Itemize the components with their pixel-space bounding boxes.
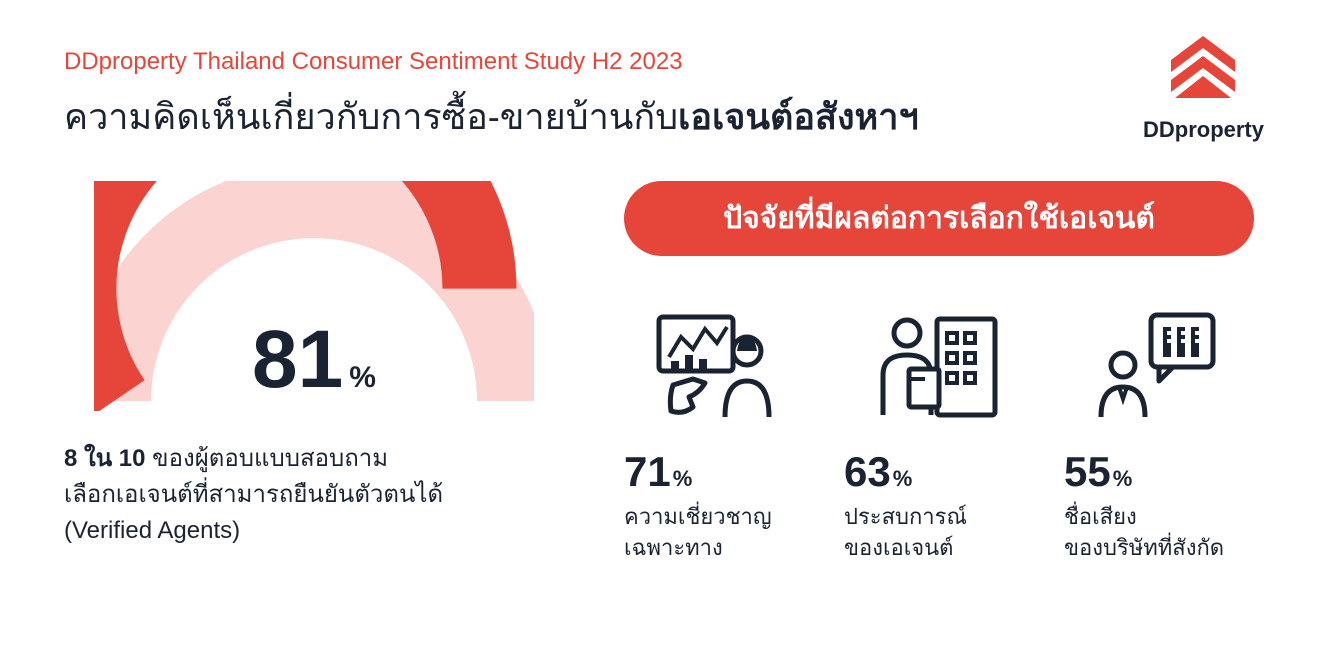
subtitle: DDproperty Thailand Consumer Sentiment S… <box>64 48 1254 76</box>
factors-row: 71 % ความเชี่ยวชาญ เฉพาะทาง <box>624 302 1254 564</box>
factor-label: ชื่อเสียง ของบริษัทที่สังกัด <box>1064 502 1254 564</box>
factor-stat: 71 % <box>624 448 814 496</box>
gauge-percent: % <box>349 361 376 395</box>
factors-banner: ปัจจัยที่มีผลต่อการเลือกใช้เอเจนต์ <box>624 181 1254 256</box>
title-prefix: ความคิดเห็นเกี่ยวกับการซื้อ-ขายบ้านกับ <box>64 96 678 137</box>
main-title: ความคิดเห็นเกี่ยวกับการซื้อ-ขายบ้านกับเอ… <box>64 88 1254 145</box>
brand-logo: DDproperty <box>1143 28 1264 143</box>
right-column: ปัจจัยที่มีผลต่อการเลือกใช้เอเจนต์ <box>624 181 1254 564</box>
header: DDproperty Thailand Consumer Sentiment S… <box>64 48 1254 145</box>
desc-rest: ของผู้ตอบแบบสอบถาม <box>146 445 389 472</box>
experience-icon <box>844 302 1034 432</box>
factor-label: ประสบการณ์ ของเอเจนต์ <box>844 502 1034 564</box>
factor-stat: 63 % <box>844 448 1034 496</box>
factor-label: ความเชี่ยวชาญ เฉพาะทาง <box>624 502 814 564</box>
factor-percent: % <box>893 466 913 492</box>
reputation-icon <box>1064 302 1254 432</box>
expertise-icon <box>624 302 814 432</box>
factor-expertise: 71 % ความเชี่ยวชาญ เฉพาะทาง <box>624 302 814 564</box>
desc-bold: 8 ใน 10 <box>64 445 146 472</box>
factor-value: 55 <box>1064 448 1111 496</box>
factor-percent: % <box>673 466 693 492</box>
desc-line1: 8 ใน 10 ของผู้ตอบแบบสอบถาม <box>64 441 564 477</box>
gauge-description: 8 ใน 10 ของผู้ตอบแบบสอบถาม เลือกเอเจนต์ท… <box>64 441 564 549</box>
factor-value: 63 <box>844 448 891 496</box>
logo-text: DDproperty <box>1143 117 1264 143</box>
content: 81 % 8 ใน 10 ของผู้ตอบแบบสอบถาม เลือกเอเ… <box>64 181 1254 564</box>
desc-line3: (Verified Agents) <box>64 513 564 549</box>
factor-reputation: 55 % ชื่อเสียง ของบริษัทที่สังกัด <box>1064 302 1254 564</box>
left-column: 81 % 8 ใน 10 ของผู้ตอบแบบสอบถาม เลือกเอเ… <box>64 181 564 564</box>
logo-icon <box>1153 28 1253 108</box>
title-bold: เอเจนต์อสังหาฯ <box>678 96 919 137</box>
gauge-value: 81 <box>252 319 343 401</box>
factor-stat: 55 % <box>1064 448 1254 496</box>
factor-experience: 63 % ประสบการณ์ ของเอเจนต์ <box>844 302 1034 564</box>
factor-value: 71 <box>624 448 671 496</box>
factor-percent: % <box>1113 466 1133 492</box>
desc-line2: เลือกเอเจนต์ที่สามารถยืนยันตัวตนได้ <box>64 477 564 513</box>
gauge-chart: 81 % <box>94 181 534 411</box>
gauge-number: 81 % <box>252 319 376 401</box>
